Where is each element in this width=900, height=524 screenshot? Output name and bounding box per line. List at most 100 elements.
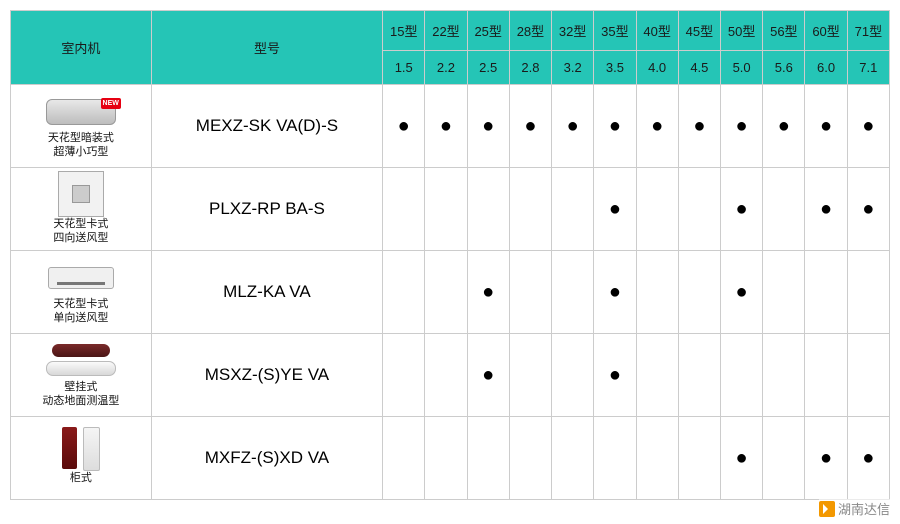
header-cap-type: 45型 — [678, 11, 720, 51]
header-indoor-unit: 室内机 — [11, 11, 152, 85]
capacity-cell — [552, 168, 594, 251]
dot-mark-icon: ● — [440, 115, 452, 137]
indoor-unit-cell: 天花型卡式单向送风型 — [11, 251, 152, 334]
capacity-cell: ● — [467, 334, 509, 417]
capacity-cell — [425, 417, 467, 500]
capacity-cell — [636, 251, 678, 334]
header-cap-type: 28型 — [509, 11, 551, 51]
new-badge: NEW — [101, 98, 121, 109]
capacity-cell — [383, 417, 425, 500]
header-cap-type: 56型 — [763, 11, 805, 51]
unit-icon — [48, 267, 114, 289]
unit-icon — [58, 171, 104, 217]
capacity-cell — [594, 417, 636, 500]
model-cell: MLZ-KA VA — [151, 251, 382, 334]
watermark-text: 湖南达信 — [838, 499, 890, 518]
header-cap-kw: 2.8 — [509, 51, 551, 85]
header-cap-type: 35型 — [594, 11, 636, 51]
capacity-cell: ● — [805, 168, 847, 251]
capacity-cell: ● — [720, 85, 762, 168]
capacity-cell: ● — [720, 417, 762, 500]
model-cell: PLXZ-RP BA-S — [151, 168, 382, 251]
capacity-cell: ● — [720, 168, 762, 251]
capacity-cell — [636, 168, 678, 251]
capacity-cell — [552, 251, 594, 334]
header-cap-kw: 2.2 — [425, 51, 467, 85]
dot-mark-icon: ● — [609, 364, 621, 386]
capacity-cell — [552, 334, 594, 417]
watermark-icon — [819, 501, 835, 517]
capacity-cell — [763, 417, 805, 500]
header-cap-type: 60型 — [805, 11, 847, 51]
dot-mark-icon: ● — [736, 115, 748, 137]
capacity-cell — [425, 168, 467, 251]
capacity-cell: ● — [594, 334, 636, 417]
unit-icon — [46, 344, 116, 376]
capacity-cell — [763, 251, 805, 334]
table-row: 天花型卡式四向送风型PLXZ-RP BA-S●●●● — [11, 168, 890, 251]
table-row: 天花型卡式单向送风型MLZ-KA VA●●● — [11, 251, 890, 334]
header-cap-kw: 3.5 — [594, 51, 636, 85]
capacity-cell — [805, 334, 847, 417]
unit-desc-line: 单向送风型 — [11, 311, 151, 325]
capacity-cell: ● — [425, 85, 467, 168]
capacity-cell: ● — [805, 85, 847, 168]
capacity-cell — [552, 417, 594, 500]
table-row: 壁挂式动态地面测温型MSXZ-(S)YE VA●● — [11, 334, 890, 417]
capacity-cell — [678, 168, 720, 251]
capacity-cell — [509, 334, 551, 417]
capacity-cell: ● — [847, 417, 889, 500]
dot-mark-icon: ● — [482, 281, 494, 303]
capacity-cell — [636, 417, 678, 500]
dot-mark-icon: ● — [862, 447, 874, 469]
dot-mark-icon: ● — [398, 115, 410, 137]
header-cap-type: 25型 — [467, 11, 509, 51]
capacity-cell: ● — [594, 85, 636, 168]
table-header: 室内机 型号 15型 22型 25型 28型 32型 35型 40型 45型 5… — [11, 11, 890, 85]
header-cap-kw: 4.0 — [636, 51, 678, 85]
indoor-unit-cell: 天花型卡式四向送风型 — [11, 168, 152, 251]
capacity-cell — [720, 334, 762, 417]
dot-mark-icon: ● — [820, 115, 832, 137]
capacity-cell: ● — [467, 85, 509, 168]
capacity-cell — [678, 251, 720, 334]
header-cap-type: 40型 — [636, 11, 678, 51]
capacity-cell — [425, 334, 467, 417]
header-model: 型号 — [151, 11, 382, 85]
compatibility-table: 室内机 型号 15型 22型 25型 28型 32型 35型 40型 45型 5… — [10, 10, 890, 500]
unit-desc-line: 壁挂式 — [11, 380, 151, 394]
dot-mark-icon: ● — [693, 115, 705, 137]
dot-mark-icon: ● — [820, 198, 832, 220]
unit-desc-line: 动态地面测温型 — [11, 394, 151, 408]
dot-mark-icon: ● — [609, 115, 621, 137]
capacity-cell: ● — [720, 251, 762, 334]
dot-mark-icon: ● — [567, 115, 579, 137]
dot-mark-icon: ● — [862, 115, 874, 137]
header-cap-kw: 5.0 — [720, 51, 762, 85]
header-cap-kw: 5.6 — [763, 51, 805, 85]
capacity-cell — [467, 417, 509, 500]
capacity-cell — [678, 334, 720, 417]
capacity-cell — [847, 334, 889, 417]
table-row: NEW天花型暗装式超薄小巧型MEXZ-SK VA(D)-S●●●●●●●●●●●… — [11, 85, 890, 168]
dot-mark-icon: ● — [778, 115, 790, 137]
header-cap-type: 50型 — [720, 11, 762, 51]
header-cap-type: 15型 — [383, 11, 425, 51]
header-cap-type: 32型 — [552, 11, 594, 51]
table-body: NEW天花型暗装式超薄小巧型MEXZ-SK VA(D)-S●●●●●●●●●●●… — [11, 85, 890, 500]
header-cap-kw: 2.5 — [467, 51, 509, 85]
unit-desc-line: 四向送风型 — [11, 231, 151, 245]
capacity-cell: ● — [509, 85, 551, 168]
capacity-cell — [678, 417, 720, 500]
dot-mark-icon: ● — [482, 364, 494, 386]
capacity-cell — [805, 251, 847, 334]
indoor-unit-cell: 壁挂式动态地面测温型 — [11, 334, 152, 417]
dot-mark-icon: ● — [609, 198, 621, 220]
model-cell: MXFZ-(S)XD VA — [151, 417, 382, 500]
unit-icon: NEW — [46, 99, 116, 125]
capacity-cell — [763, 334, 805, 417]
header-cap-type: 22型 — [425, 11, 467, 51]
capacity-cell: ● — [552, 85, 594, 168]
dot-mark-icon: ● — [736, 447, 748, 469]
dot-mark-icon: ● — [736, 281, 748, 303]
